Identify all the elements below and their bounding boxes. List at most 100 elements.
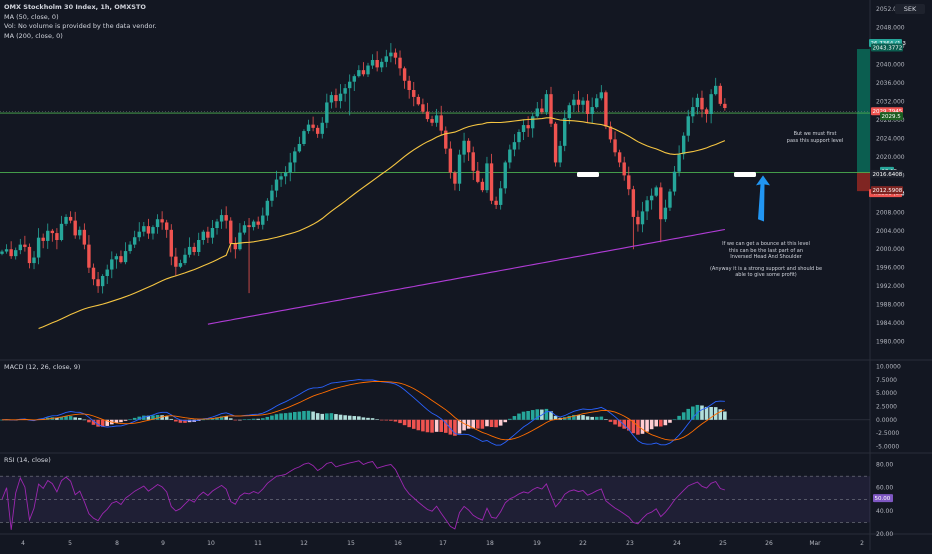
candle-body	[544, 94, 549, 113]
candle-body	[714, 85, 718, 95]
ma200-legend: MA (200, close, 0)	[4, 31, 63, 40]
macd-histogram-bar	[329, 413, 334, 420]
candle-body	[32, 257, 36, 264]
candle-body	[41, 237, 45, 241]
candle-body	[649, 195, 654, 201]
candle-body	[476, 170, 480, 182]
rsi-tick-label: 20.00	[876, 531, 893, 538]
macd-histogram-bar	[709, 406, 713, 420]
candle-body	[73, 220, 77, 236]
candle-body	[82, 229, 87, 245]
price-tick-label: 2028.000	[876, 117, 905, 124]
main-legend[interactable]: OMX Stockholm 30 Index, 1h, OMXSTO MA (5…	[4, 3, 157, 41]
candle-body	[645, 200, 649, 212]
x-tick-label: 5	[68, 540, 72, 547]
macd-histogram-bar	[389, 419, 393, 421]
candle-body	[78, 229, 82, 236]
macd-histogram-bar	[238, 419, 242, 421]
macd-histogram-bar	[393, 419, 398, 422]
symbol-title: OMX Stockholm 30 Index, 1h, OMXSTO	[4, 3, 146, 11]
candle-body	[64, 216, 68, 224]
candle-body	[329, 95, 334, 103]
candle-body	[91, 267, 96, 280]
candle-body	[274, 179, 279, 191]
macd-histogram-bar	[421, 419, 425, 432]
macd-histogram-bar	[68, 416, 73, 420]
x-tick-label: 18	[486, 540, 494, 547]
candle-body	[681, 135, 686, 155]
candle-body	[96, 279, 100, 287]
bounce-arrow	[756, 175, 770, 222]
macd-histogram-bar	[668, 419, 672, 423]
macd-histogram-bar	[535, 409, 540, 420]
macd-histogram-bar	[100, 419, 105, 427]
macd-histogram-bar	[590, 416, 594, 420]
ma200-line	[207, 228, 725, 325]
price-tick-label: 2052.000	[876, 6, 905, 13]
candle-body	[503, 162, 507, 189]
macd-histogram-bar	[379, 419, 384, 421]
candle-body	[517, 132, 521, 143]
resistance-badge: 2029.5	[882, 114, 902, 120]
macd-histogram-bar	[215, 417, 219, 420]
macd-histogram-bar	[585, 416, 590, 420]
candle-body	[50, 230, 55, 234]
rsi-tick-label: 60.00	[876, 485, 893, 492]
rsi-legend[interactable]: RSI (14, close)	[4, 456, 51, 466]
candle-body	[155, 219, 160, 228]
x-tick-label: 10	[207, 540, 215, 547]
candle-body	[416, 96, 421, 105]
macd-histogram-bar	[476, 419, 480, 429]
macd-histogram-bar	[91, 419, 96, 425]
macd-histogram-bar	[713, 407, 718, 420]
bounce-note-line-1: If we can get a bounce at this level	[722, 241, 810, 247]
macd-histogram-bar	[453, 419, 457, 436]
macd-histogram-bar	[572, 414, 576, 420]
candle-body	[695, 97, 700, 108]
macd-histogram-bar	[224, 416, 228, 420]
x-tick-label: 16	[394, 540, 402, 547]
candle-body	[256, 221, 260, 225]
macd-histogram-bar	[645, 419, 649, 432]
candle-body	[206, 231, 210, 238]
rsi-title: RSI (14, close)	[4, 456, 51, 464]
candle-body	[398, 57, 402, 69]
macd-histogram-bar	[375, 419, 379, 420]
candle-body	[430, 119, 434, 123]
price-tick-label: 1988.000	[876, 302, 905, 309]
macd-histogram-bar	[384, 419, 389, 421]
macd-histogram-bar	[503, 419, 508, 423]
candle-body	[224, 215, 228, 221]
currency-badge[interactable]: SEK	[895, 4, 925, 14]
candle-body	[201, 231, 205, 240]
candle-body	[187, 246, 192, 255]
macd-histogram-bar	[654, 419, 659, 427]
candle-body	[402, 68, 407, 81]
macd-histogram-bar	[576, 415, 581, 420]
macd-histogram-bar	[59, 416, 64, 420]
candle-body	[466, 140, 471, 153]
candle-body	[283, 172, 288, 177]
x-tick-label: 23	[626, 540, 634, 547]
candle-body	[439, 115, 443, 131]
macd-histogram-bar	[631, 419, 636, 434]
candle-body	[380, 61, 384, 68]
target-zone	[857, 49, 870, 173]
macd-histogram-bar	[626, 419, 631, 431]
macd-histogram-bar	[174, 419, 178, 422]
macd-legend[interactable]: MACD (12, 26, close, 9)	[4, 363, 80, 373]
candle-body	[18, 244, 22, 251]
macd-histogram-bar	[343, 415, 347, 420]
x-tick-label: 2	[860, 540, 864, 547]
x-tick-label: 15	[347, 540, 355, 547]
macd-histogram-bar	[613, 419, 617, 425]
candle-body	[325, 102, 329, 123]
candle-body	[375, 60, 379, 68]
candle-body	[654, 187, 658, 196]
candle-body	[622, 162, 626, 176]
macd-histogram-bar	[663, 419, 668, 426]
macd-histogram-bar	[306, 410, 311, 420]
candle-body	[531, 116, 535, 129]
macd-histogram-bar	[334, 414, 338, 420]
